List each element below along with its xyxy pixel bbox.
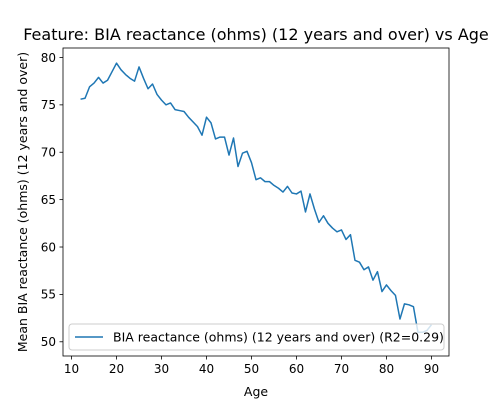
- y-tick-label: 75: [41, 98, 56, 112]
- legend-box: [68, 323, 445, 351]
- x-tick-label: 90: [424, 362, 439, 376]
- legend: BIA reactance (ohms) (12 years and over)…: [68, 323, 445, 351]
- y-tick-label: 50: [41, 335, 56, 349]
- plot-area: [62, 47, 450, 357]
- plot-frame: [62, 47, 450, 357]
- x-tick-label: 40: [199, 362, 214, 376]
- x-tick-label: 70: [334, 362, 349, 376]
- y-tick-label: 65: [41, 193, 56, 207]
- y-tick-label: 70: [41, 146, 56, 160]
- y-tick-label: 55: [41, 288, 56, 302]
- y-tick-label: 60: [41, 240, 56, 254]
- x-tick-label: 30: [154, 362, 169, 376]
- x-tick-label: 10: [64, 362, 79, 376]
- x-tick-label: 20: [109, 362, 124, 376]
- y-axis: 50 55 60 65 70 75 80: [41, 51, 63, 349]
- x-tick-label: 60: [289, 362, 304, 376]
- series-line-0: [80, 62, 433, 334]
- legend-label: BIA reactance (ohms) (12 years and over)…: [113, 330, 444, 345]
- chart-title: Feature: BIA reactance (ohms) (12 years …: [23, 25, 489, 44]
- y-axis-label: Mean BIA reactance (ohms) (12 years and …: [15, 52, 30, 352]
- x-tick-label: 50: [244, 362, 259, 376]
- x-axis-label: Age: [244, 384, 268, 399]
- y-tick-label: 80: [41, 51, 56, 65]
- x-tick-label: 80: [379, 362, 394, 376]
- x-axis: 10 20 30 40 50 60 70 80 90: [64, 356, 439, 376]
